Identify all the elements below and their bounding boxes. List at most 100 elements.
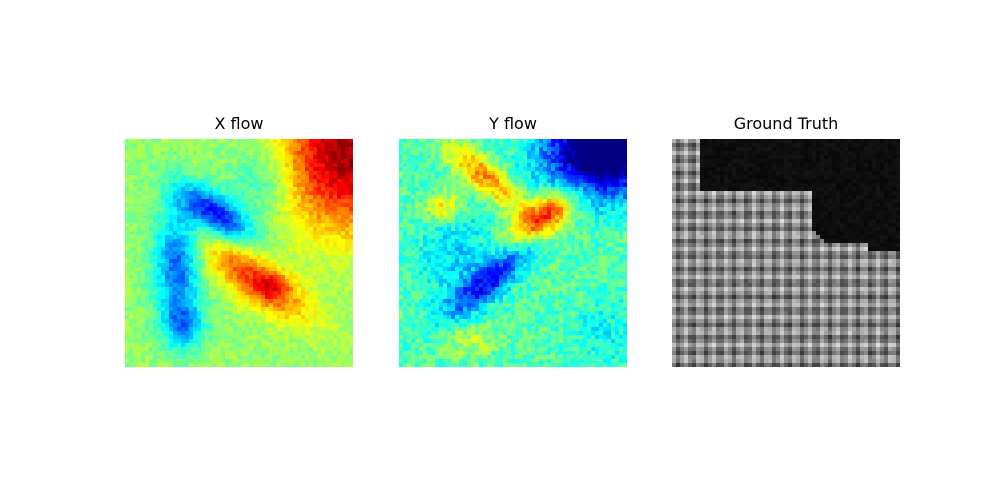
heatmap-cell xyxy=(209,347,214,352)
heatmap-cell xyxy=(197,339,202,344)
heatmap-cell xyxy=(169,191,174,196)
heatmap-cell xyxy=(515,215,520,220)
heatmap-cell xyxy=(269,255,274,260)
heatmap-cell xyxy=(137,183,142,188)
heatmap-cell xyxy=(233,323,238,328)
heatmap-cell xyxy=(487,211,492,216)
heatmap-cell xyxy=(157,347,162,352)
heatmap-cell xyxy=(305,231,310,236)
heatmap-cell xyxy=(459,203,464,208)
heatmap-cell xyxy=(333,267,338,272)
heatmap-cell xyxy=(463,163,468,168)
heatmap-cell xyxy=(583,211,588,216)
heatmap-cell xyxy=(161,207,166,212)
heatmap-cell xyxy=(333,219,338,224)
heatmap-cell xyxy=(439,183,444,188)
heatmap-cell xyxy=(555,231,560,236)
heatmap-cell xyxy=(193,343,198,348)
heatmap-cell xyxy=(189,267,194,272)
heatmap-cell xyxy=(165,299,170,304)
heatmap-cell xyxy=(443,235,448,240)
heatmap-cell xyxy=(141,275,146,280)
heatmap-cell xyxy=(273,259,278,264)
heatmap-cell xyxy=(145,363,150,367)
heatmap-cell xyxy=(225,339,230,344)
heatmap-cell xyxy=(399,139,404,144)
heatmap-cell xyxy=(579,207,584,212)
heatmap-cell xyxy=(511,219,516,224)
heatmap-cell xyxy=(317,299,322,304)
heatmap-cell xyxy=(399,151,404,156)
heatmap-cell xyxy=(181,151,186,156)
heatmap-cell xyxy=(607,203,612,208)
heatmap-cell xyxy=(297,283,302,288)
heatmap-cell xyxy=(313,283,318,288)
heatmap-cell xyxy=(225,315,230,320)
heatmap-cell xyxy=(455,159,460,164)
heatmap-cell xyxy=(539,171,544,176)
heatmap-cell xyxy=(257,331,262,336)
heatmap-cell xyxy=(177,279,182,284)
heatmap-cell xyxy=(153,235,158,240)
heatmap-cell xyxy=(301,175,306,180)
heatmap-cell xyxy=(125,215,130,220)
heatmap-cell xyxy=(455,199,460,204)
heatmap-cell xyxy=(333,171,338,176)
heatmap-cell xyxy=(257,227,262,232)
heatmap-cell xyxy=(289,287,294,292)
heatmap-cell xyxy=(583,191,588,196)
heatmap-cell xyxy=(535,203,540,208)
heatmap-cell xyxy=(515,167,520,172)
heatmap-cell xyxy=(447,147,452,152)
heatmap-cell xyxy=(559,183,564,188)
heatmap-cell xyxy=(329,235,334,240)
heatmap-cell xyxy=(463,139,468,144)
heatmap-cell xyxy=(173,191,178,196)
heatmap-cell xyxy=(181,175,186,180)
heatmap-cell xyxy=(305,143,310,148)
heatmap-cell xyxy=(491,183,496,188)
heatmap-cell xyxy=(169,359,174,364)
heatmap-cell xyxy=(129,267,134,272)
heatmap-cell xyxy=(265,147,270,152)
heatmap-cell xyxy=(213,323,218,328)
heatmap-cell xyxy=(547,219,552,224)
heatmap-cell xyxy=(415,223,420,228)
heatmap-cell xyxy=(253,319,258,324)
heatmap-cell xyxy=(137,175,142,180)
heatmap-cell xyxy=(245,327,250,332)
heatmap-cell xyxy=(153,231,158,236)
heatmap-cell xyxy=(201,167,206,172)
heatmap-cell xyxy=(241,179,246,184)
heatmap-cell xyxy=(451,175,456,180)
heatmap-cell xyxy=(125,175,130,180)
heatmap-cell xyxy=(539,187,544,192)
heatmap-cell xyxy=(463,223,468,228)
heatmap-cell xyxy=(205,311,210,316)
heatmap-cell xyxy=(209,303,214,308)
heatmap-cell xyxy=(241,147,246,152)
heatmap-cell xyxy=(125,259,130,264)
heatmap-cell xyxy=(249,203,254,208)
heatmap-cell xyxy=(467,187,472,192)
heatmap-cell xyxy=(595,159,600,164)
heatmap-cell xyxy=(181,351,186,356)
heatmap-cell xyxy=(305,223,310,228)
heatmap-cell xyxy=(567,163,572,168)
heatmap-cell xyxy=(205,327,210,332)
heatmap-cell xyxy=(253,299,258,304)
heatmap-cell xyxy=(329,155,334,160)
heatmap-cell xyxy=(169,219,174,224)
heatmap-cell xyxy=(479,247,484,252)
heatmap-cell xyxy=(265,223,270,228)
heatmap-cell xyxy=(181,247,186,252)
heatmap-cell xyxy=(619,159,624,164)
heatmap-cell xyxy=(289,239,294,244)
heatmap-cell xyxy=(185,211,190,216)
heatmap-cell xyxy=(173,167,178,172)
heatmap-cell xyxy=(177,175,182,180)
heatmap-cell xyxy=(435,251,440,256)
heatmap-cell xyxy=(531,147,536,152)
heatmap-cell xyxy=(249,159,254,164)
heatmap-cell xyxy=(221,235,226,240)
